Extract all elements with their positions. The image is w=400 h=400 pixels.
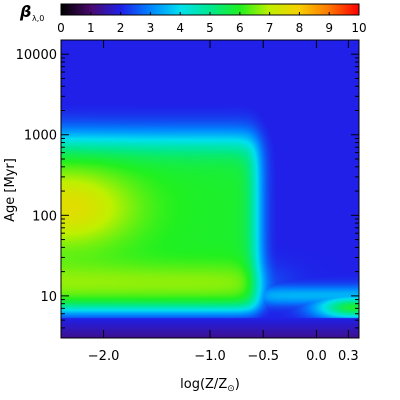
colorbar-tick-label: 3 bbox=[147, 21, 155, 35]
x-axis-label: log(Z/Z⊙) bbox=[180, 377, 240, 394]
x-axis-ticks: −2.0 −1.0 −0.5 0.0 0.3 bbox=[88, 40, 359, 364]
x-axis-label-sub: ⊙ bbox=[227, 384, 235, 394]
y-tick-label: 10 bbox=[40, 290, 57, 305]
x-tick-label: 0.0 bbox=[306, 349, 327, 364]
y-axis-label: Age [Myr] bbox=[3, 158, 18, 222]
x-axis-label-main: log(Z/Z bbox=[180, 377, 227, 392]
y-tick-label: 10000 bbox=[16, 48, 57, 63]
heatmap-field bbox=[61, 40, 359, 338]
colorbar-tick-label: 9 bbox=[325, 21, 333, 35]
colorbar-tick-label: 8 bbox=[296, 21, 304, 35]
y-tick-label: 100 bbox=[32, 209, 57, 224]
colorbar-tick-label: 0 bbox=[57, 21, 65, 35]
colorbar-tick-label: 4 bbox=[176, 21, 184, 35]
x-tick-label: −0.5 bbox=[247, 349, 279, 364]
y-axis-ticks: 10 100 1000 10000 bbox=[16, 48, 359, 339]
colorbar-ticks: 0 1 2 3 4 5 6 7 8 9 10 bbox=[57, 12, 367, 35]
x-tick-label: −2.0 bbox=[88, 349, 120, 364]
x-tick-label: −1.0 bbox=[194, 349, 226, 364]
x-tick-label: 0.3 bbox=[338, 349, 359, 364]
colorbar-gradient-wrap bbox=[61, 4, 359, 15]
colorbar-tick-label: 2 bbox=[117, 21, 125, 35]
colorbar-label-symbol: β bbox=[19, 2, 31, 21]
heatmap-image-wrap bbox=[61, 40, 359, 338]
colorbar-tick-label: 6 bbox=[236, 21, 244, 35]
colorbar-tick-label: 1 bbox=[87, 21, 95, 35]
colorbar-tick-label: 10 bbox=[351, 21, 366, 35]
y-tick-label: 1000 bbox=[24, 129, 57, 144]
colorbar-tick-label: 5 bbox=[206, 21, 214, 35]
x-axis-label-close: ) bbox=[235, 377, 240, 392]
y-axis-label-unit: [Myr] bbox=[3, 158, 18, 192]
colorbar-label-subscript: λ,0 bbox=[32, 14, 44, 23]
y-axis-label-main: Age bbox=[3, 193, 18, 222]
colorbar-gradient bbox=[61, 4, 359, 15]
colorbar-tick-label: 7 bbox=[266, 21, 274, 35]
